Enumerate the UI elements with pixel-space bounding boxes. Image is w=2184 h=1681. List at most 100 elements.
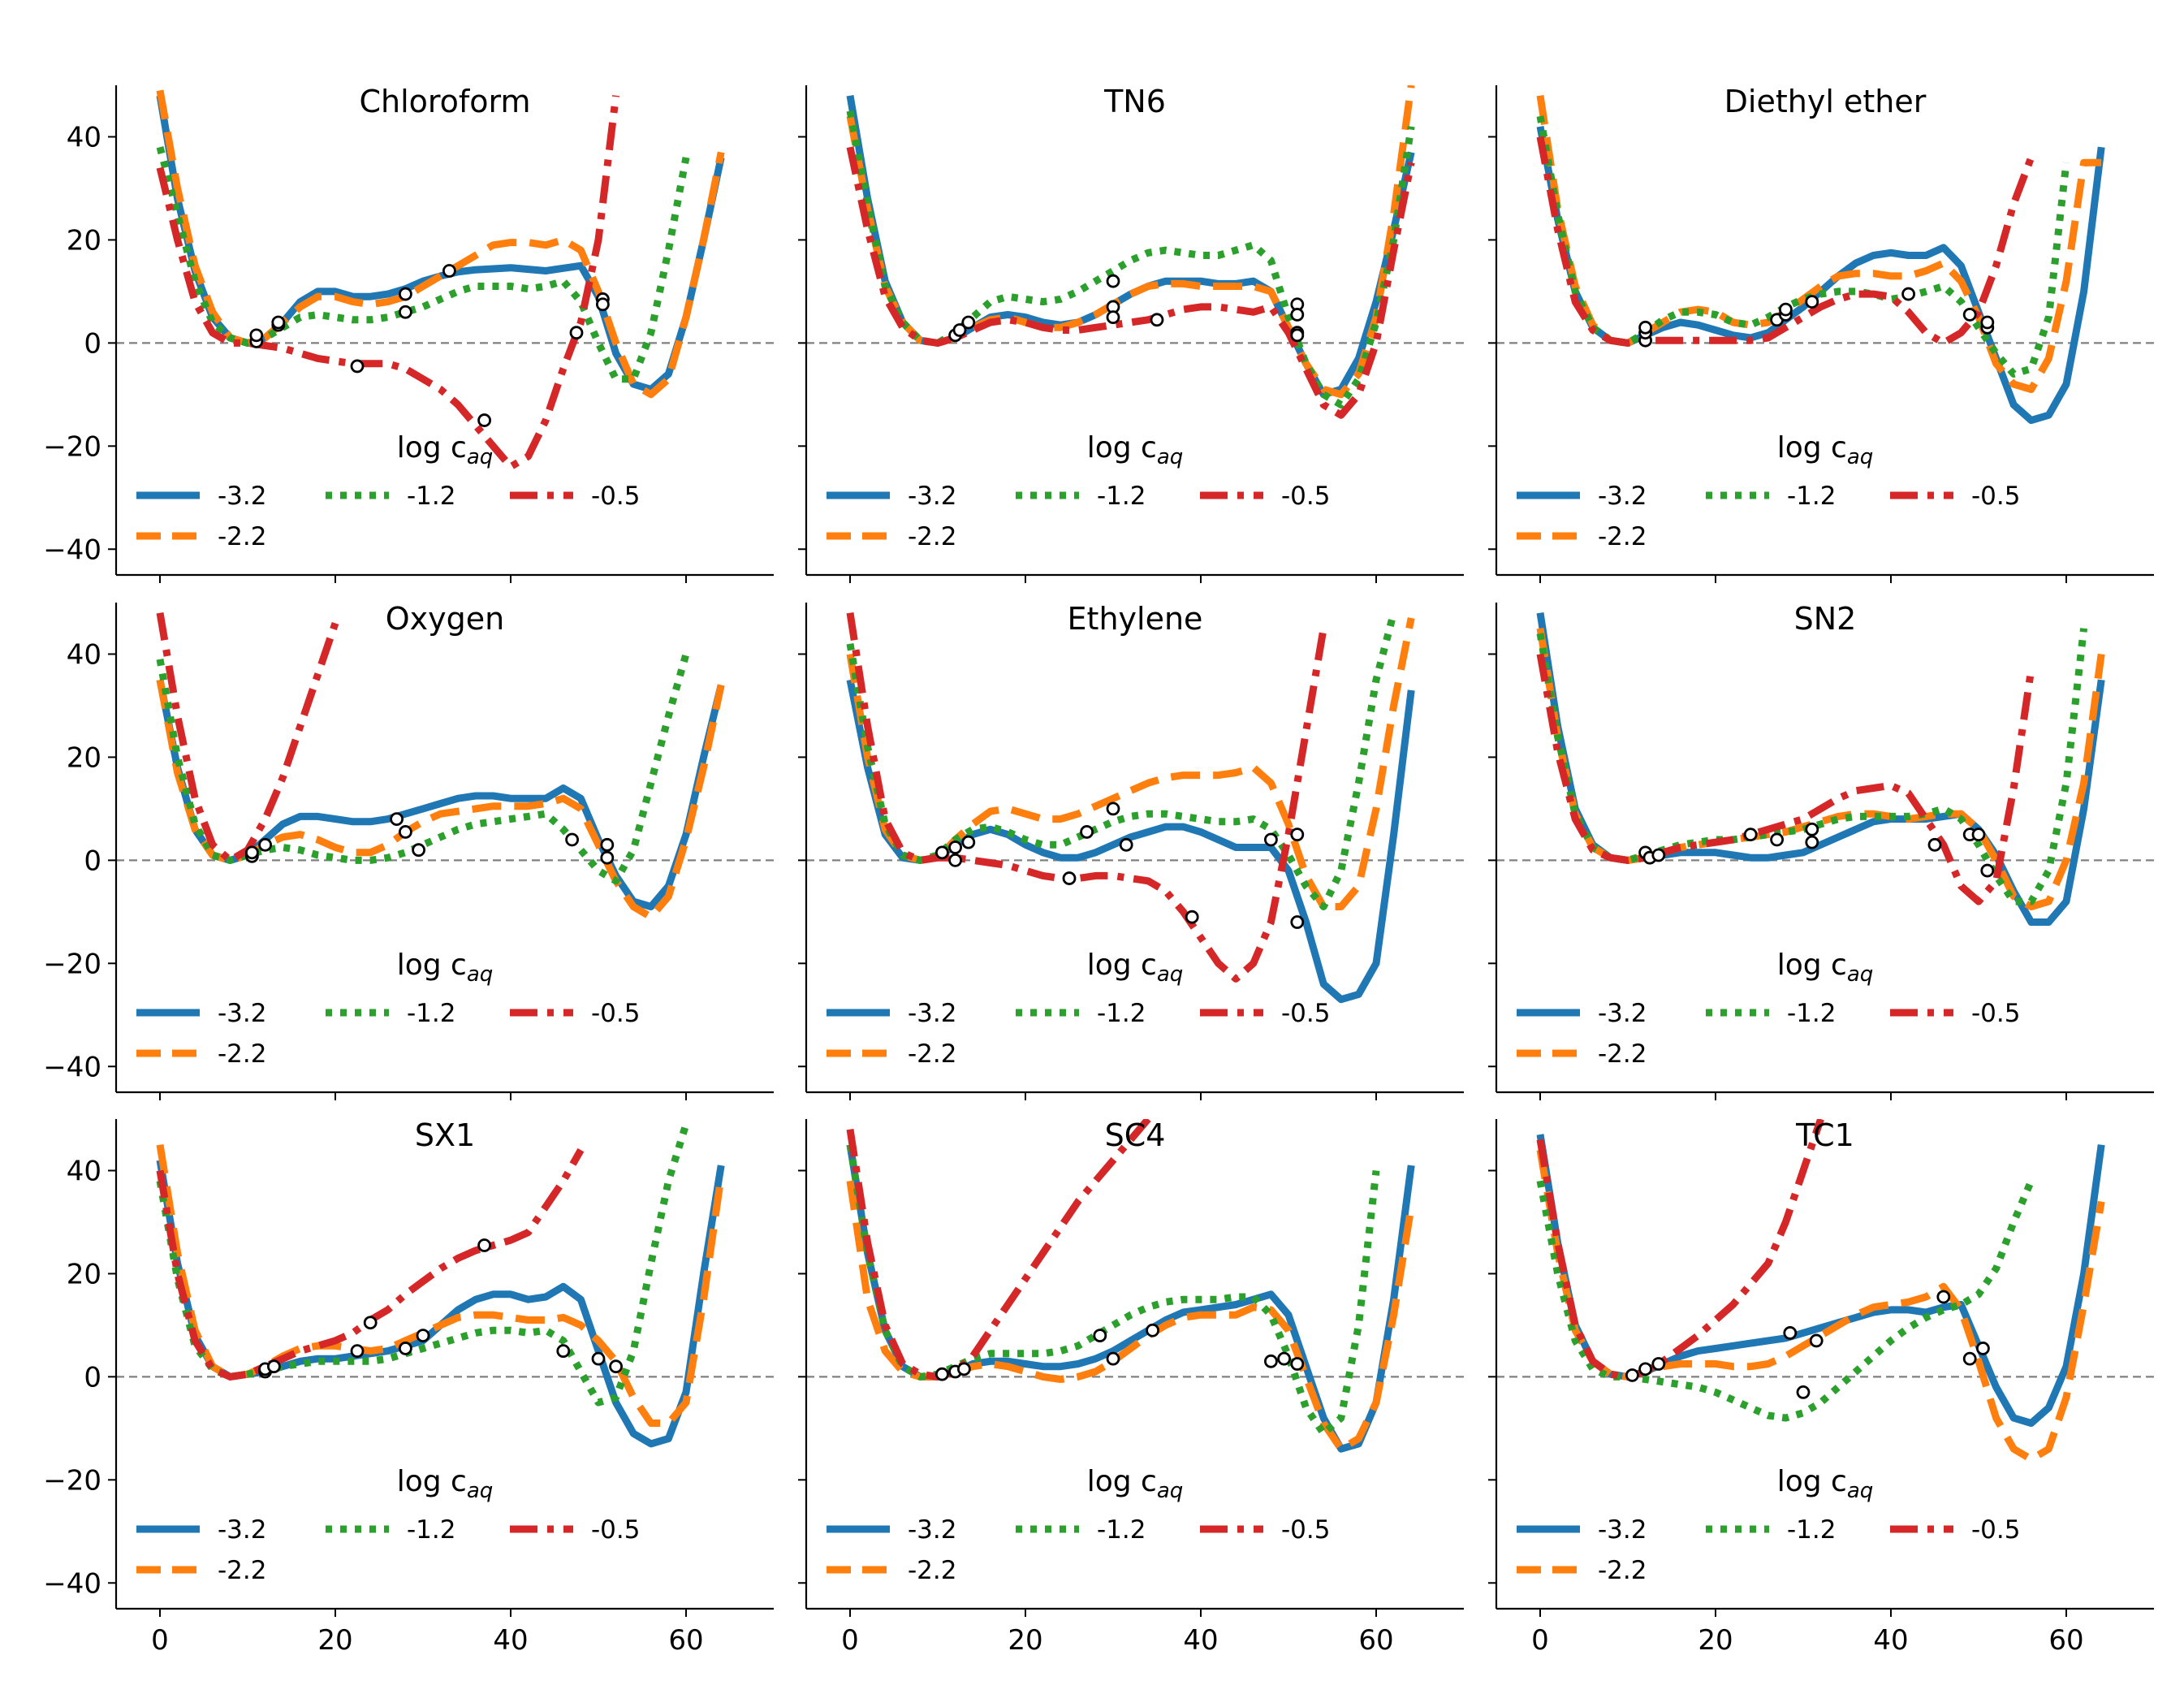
legend-title-subscript: aq <box>467 1479 493 1503</box>
panel-sc4: 0 20 40 60 SC4 log caq -3.2 -2.2 -1.2 -0.5 <box>798 1117 1464 1657</box>
legend-label: -3.2 <box>1598 999 1647 1028</box>
state-marker <box>1651 848 1666 862</box>
legend-label: -1.2 <box>1097 999 1146 1028</box>
panel-sx1: −40 −20 0 20 40 0 20 40 60 SX1 log caq -3.2 -2.2 -1.2… <box>43 1117 774 1657</box>
state-marker <box>609 1359 623 1374</box>
legend-label: -2.2 <box>1598 1556 1647 1585</box>
state-marker <box>1783 1326 1798 1340</box>
legend-label: -1.2 <box>1097 482 1146 511</box>
legend-label: -2.2 <box>218 1039 267 1069</box>
legend-label: -0.5 <box>1281 482 1331 511</box>
series-line--1.2 <box>1536 115 2070 378</box>
state-marker <box>1185 910 1199 924</box>
state-markers <box>948 274 1305 343</box>
legend-title: log caq <box>397 431 494 469</box>
legend-label: -1.2 <box>1787 482 1837 511</box>
state-marker <box>1980 315 1995 330</box>
legend-label: -2.2 <box>908 1039 957 1069</box>
panel-title: Diethyl ether <box>1724 84 1927 119</box>
legend-title-main: log c <box>1087 949 1157 982</box>
legend-title-main: log c <box>1777 431 1847 465</box>
state-marker <box>1277 1351 1291 1366</box>
state-marker <box>1290 1357 1305 1371</box>
y-tick-label: −40 <box>43 1567 101 1600</box>
state-marker <box>1146 1323 1159 1337</box>
state-marker <box>600 837 615 852</box>
panel-title: Chloroform <box>359 84 530 119</box>
state-marker <box>266 1359 281 1374</box>
state-marker <box>1264 832 1278 847</box>
legend-title-subscript: aq <box>467 962 493 987</box>
state-marker <box>569 326 584 340</box>
state-marker <box>961 835 976 849</box>
state-marker <box>442 264 456 278</box>
legend-label: -0.5 <box>591 1515 641 1545</box>
legend-title-subscript: aq <box>1847 1479 1873 1503</box>
panel-title: Ethylene <box>1068 601 1203 637</box>
panel-sn2: SN2 log caq -3.2 -2.2 -1.2 -0.5 <box>1488 601 2154 1100</box>
y-tick-label: 40 <box>67 1155 101 1187</box>
legend-title: log caq <box>1777 1465 1874 1503</box>
state-marker <box>1962 308 1977 322</box>
legend-label: -2.2 <box>1598 522 1647 551</box>
y-tick-label: −20 <box>43 1464 101 1497</box>
state-marker <box>1809 1333 1824 1348</box>
legend-title-subscript: aq <box>1157 445 1183 469</box>
legend-label: -2.2 <box>908 522 957 551</box>
legend-title: log caq <box>397 949 494 987</box>
state-marker <box>1290 915 1305 929</box>
y-tick-label: 40 <box>67 638 101 671</box>
state-marker <box>1743 828 1758 842</box>
state-marker <box>957 1362 971 1376</box>
series-line--0.5 <box>156 95 620 471</box>
legend-label: -3.2 <box>218 1515 267 1545</box>
state-marker <box>398 1342 412 1355</box>
state-marker <box>600 850 615 865</box>
legend-label: -0.5 <box>1971 1515 2021 1545</box>
state-marker <box>390 812 404 826</box>
legend-label: -3.2 <box>218 999 267 1028</box>
legend-title: log caq <box>1087 1465 1184 1503</box>
state-marker <box>952 323 967 337</box>
x-tick-label: 0 <box>841 1624 859 1657</box>
y-tick-label: 40 <box>67 121 101 153</box>
y-tick-label: 0 <box>84 845 101 877</box>
state-marker <box>1062 871 1077 885</box>
x-tick-label: 40 <box>493 1624 528 1657</box>
state-markers <box>1625 1290 1990 1399</box>
state-marker <box>1106 1351 1120 1366</box>
legend-label: -2.2 <box>218 522 267 551</box>
series-line--1.2 <box>156 146 690 383</box>
x-tick-label: 60 <box>1358 1624 1393 1657</box>
y-tick-label: 20 <box>67 741 101 774</box>
state-marker <box>1927 837 1942 852</box>
state-marker <box>249 328 264 343</box>
legend-label: -1.2 <box>407 999 456 1028</box>
legend-title: log caq <box>397 1465 494 1503</box>
panel-chloroform: −40 −20 0 20 40 Chloroform log caq -3.2 -2.2 -1.2… <box>43 84 774 583</box>
state-marker <box>1971 828 1986 842</box>
state-marker <box>948 853 962 867</box>
series-line--0.5 <box>846 146 1415 419</box>
x-tick-label: 60 <box>2048 1624 2083 1657</box>
legend-label: -3.2 <box>908 482 957 511</box>
legend-label: -3.2 <box>218 482 267 511</box>
state-markers <box>244 812 615 865</box>
panel-title: SN2 <box>1794 601 1857 637</box>
y-tick-label: 20 <box>67 1258 101 1290</box>
x-tick-label: 0 <box>151 1624 169 1657</box>
state-marker <box>1625 1368 1639 1382</box>
state-marker <box>948 840 962 854</box>
series-line--2.2 <box>156 89 725 399</box>
state-marker <box>1119 837 1133 852</box>
legend-label: -0.5 <box>1281 999 1331 1028</box>
y-tick-label: −40 <box>43 534 101 566</box>
state-marker <box>350 1344 365 1359</box>
state-marker <box>1150 313 1164 327</box>
state-marker <box>1805 822 1819 836</box>
x-tick-label: 40 <box>1183 1624 1218 1657</box>
panel-oxygen: −40 −20 0 20 40 Oxygen log caq -3.2 -2.2 -1.2 -0.5 <box>43 601 774 1100</box>
series-line--0.5 <box>1536 653 2035 905</box>
state-marker <box>1901 287 1916 301</box>
